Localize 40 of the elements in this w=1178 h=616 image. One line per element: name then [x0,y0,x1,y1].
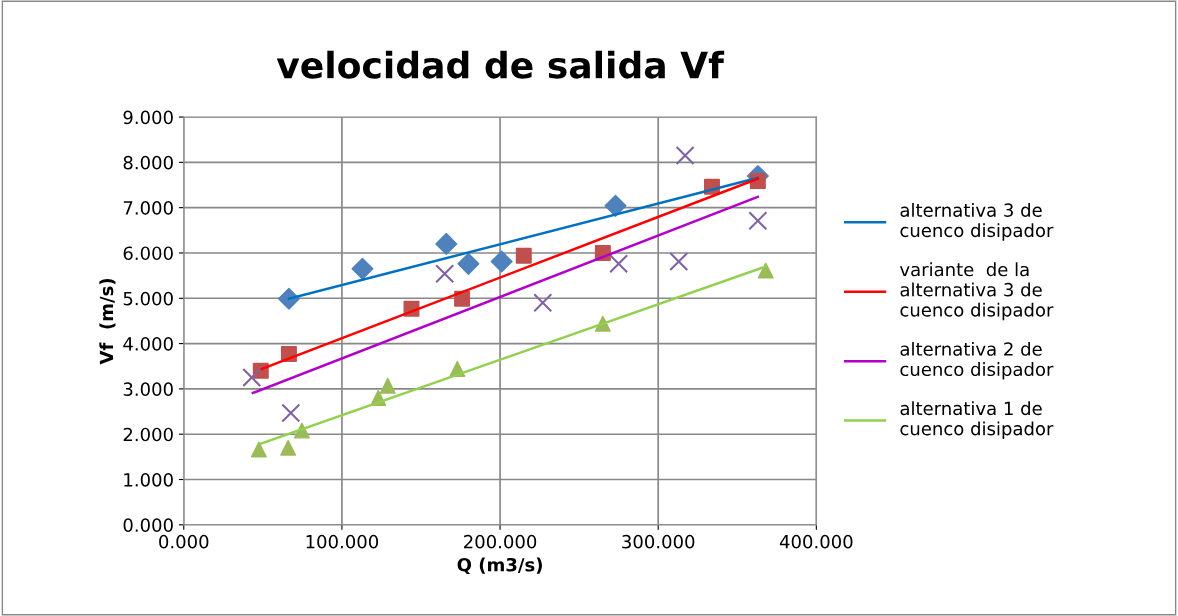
point [280,439,297,456]
y-tick-label: 9.000 [123,110,173,125]
point [675,146,695,166]
point [604,194,627,217]
point [250,441,267,458]
point [351,257,374,280]
x-tick-label: 0.000 [159,534,209,549]
x-tick-label: 200.000 [464,534,537,549]
point [609,254,629,274]
y-tick-label: 4.000 [123,337,173,351]
y-tick-label: 7.000 [123,201,173,215]
y-tick-label: 6.000 [123,246,173,261]
x-tick-label: 100.000 [306,534,379,549]
point [435,232,458,255]
x-tick-label: 300.000 [622,534,695,549]
point [281,403,301,423]
point [515,247,532,264]
legend-label: alternativa 3 de cuenco disipador [900,202,1054,241]
point [669,252,689,272]
legend-label: variante de la alternativa 3 de cuenco disipador [899,262,1054,321]
y-tick-label: 5.000 [123,291,173,306]
point [533,293,553,313]
point [457,252,480,275]
y-tick-label: 0.000 [123,518,173,532]
point [435,264,455,284]
point [748,211,768,231]
legend-label: alternativa 2 de cuenco disipador [900,341,1054,380]
y-tick-label: 3.000 [123,382,173,397]
point [490,250,513,273]
y-tick-label: 2.000 [123,427,173,442]
y-axis-title: Vf (m/s) [99,278,116,365]
x-tick-label: 400.000 [779,534,853,549]
chart-title: velocidad de salida Vf [276,50,725,79]
point [242,368,262,388]
y-tick-label: 1.000 [124,472,173,487]
y-tick-label: 8.000 [123,155,173,170]
point [757,262,774,279]
legend-label: alternativa 1 de cuenco disipador [900,401,1054,439]
point [379,377,396,394]
x-axis-title: Q (m3/s) [457,557,542,574]
